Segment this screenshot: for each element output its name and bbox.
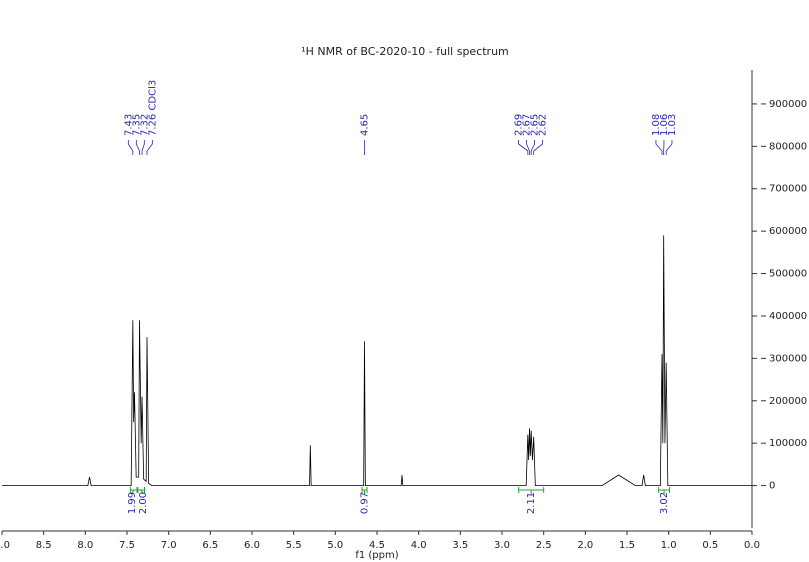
peak-label: 7.35: [131, 114, 142, 136]
chart-title: ¹H NMR of BC-2020-10 - full spectrum: [301, 45, 509, 58]
integral-label: 2.11: [526, 492, 537, 514]
y-tick-label: 400000: [769, 311, 807, 322]
x-tick-label: 1.0: [661, 540, 677, 551]
integral-label: 3.02: [659, 492, 670, 514]
x-tick-label: 5.0: [327, 540, 343, 551]
y-tick-label: 800000: [769, 141, 807, 152]
x-tick-label: 7.5: [119, 540, 135, 551]
x-tick-label: 7.0: [161, 540, 177, 551]
y-tick-label: 100000: [769, 438, 807, 449]
peak-leader: [530, 140, 535, 155]
peak-leader: [518, 140, 529, 155]
peak-label: 2.65: [530, 114, 541, 136]
peak-label: 2.69: [514, 114, 525, 136]
y-tick-label: 900000: [769, 99, 807, 110]
x-tick-label: 8.0: [77, 540, 93, 551]
peak-label: 4.65: [360, 114, 371, 136]
integral-label: 1.99: [127, 492, 138, 514]
peak-label: 1.03: [667, 114, 678, 136]
x-tick-label: 1.5: [619, 540, 635, 551]
peak-label: 7.32: [139, 114, 150, 136]
x-tick-label: 6.0: [244, 540, 260, 551]
peak-label: 7.43: [123, 114, 134, 136]
y-tick-label: 200000: [769, 396, 807, 407]
peak-leader: [127, 140, 134, 155]
peak-label: 7.26 CDCl3: [147, 80, 158, 136]
x-tick-label: 0.5: [702, 540, 718, 551]
y-tick-label: 700000: [769, 184, 807, 195]
x-tick-label: 3.5: [452, 540, 468, 551]
x-tick-label: 5.5: [286, 540, 302, 551]
x-tick-label: 8.5: [36, 540, 52, 551]
x-tick-label: 9.0: [0, 540, 10, 551]
integral-stem: [140, 489, 144, 495]
peak-label: 2.62: [538, 114, 549, 136]
peak-leader: [141, 140, 145, 155]
x-tick-label: 4.5: [369, 540, 385, 551]
y-tick-label: 300000: [769, 353, 807, 364]
integral-label: 2.00: [138, 492, 149, 514]
y-tick-label: 600000: [769, 226, 807, 237]
x-tick-label: 2.5: [536, 540, 552, 551]
integral-label: 0.97: [360, 492, 371, 514]
peak-leader: [533, 140, 543, 155]
peak-leader: [135, 140, 140, 155]
peak-leader: [146, 140, 153, 155]
x-tick-label: 2.0: [577, 540, 593, 551]
x-tick-label: 6.5: [202, 540, 218, 551]
peak-leader: [526, 140, 530, 155]
x-tick-label: 3.0: [494, 540, 510, 551]
y-tick-label: 500000: [769, 269, 807, 280]
integral-stem: [131, 489, 135, 495]
peak-label: 2.67: [522, 114, 533, 136]
y-tick-label: 0: [769, 481, 775, 492]
peak-leader: [665, 140, 673, 155]
x-axis-label: f1 (ppm): [355, 550, 398, 561]
spectrum-line: [2, 235, 752, 486]
peak-label: 1.08: [651, 114, 662, 136]
x-tick-label: 4.0: [411, 540, 427, 551]
peak-leader: [655, 140, 663, 155]
x-tick-label: 0.0: [744, 540, 760, 551]
peak-label: 1.06: [659, 114, 670, 136]
